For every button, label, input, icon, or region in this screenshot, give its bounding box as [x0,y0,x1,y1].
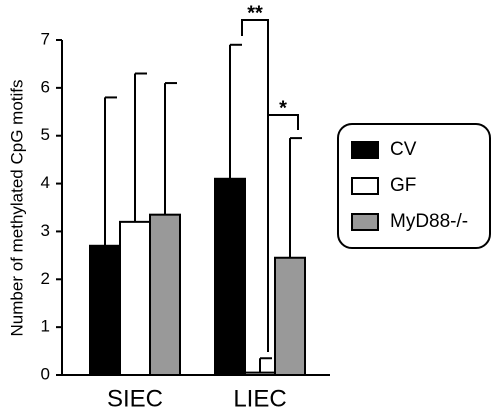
y-tick-label: 4 [41,173,50,192]
legend-swatch [351,141,379,159]
y-tick-label: 1 [41,317,50,336]
y-tick-label: 7 [41,29,50,48]
bar [149,213,181,376]
bar [119,220,151,376]
y-tick-label: 0 [41,364,50,383]
y-tick-label: 2 [41,269,50,288]
bar [244,371,276,377]
legend-swatch [351,177,379,195]
bar [214,177,246,376]
legend-label: CV [390,139,417,160]
legend-box [337,123,491,249]
significance-label: ** [247,2,263,24]
y-axis-label: Number of methylated CpG motifs [7,80,26,337]
x-tick-label: SIEC [107,385,163,412]
significance-bracket [267,114,299,352]
legend-label: GF [390,175,416,196]
bar [89,244,121,376]
y-tick-label: 5 [41,125,50,144]
x-tick-label: LIEC [233,385,286,412]
bar [274,256,306,376]
significance-label: * [279,97,287,119]
legend-label: MyD88-/- [390,211,468,232]
y-tick-label: 3 [41,221,50,240]
legend-swatch [351,213,379,231]
y-tick-label: 6 [41,77,50,96]
